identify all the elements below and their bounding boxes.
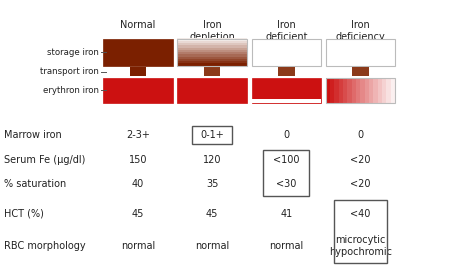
Bar	[178, 58, 247, 61]
Text: Iron
depletion: Iron depletion	[189, 20, 235, 42]
Text: <30: <30	[276, 180, 296, 190]
Bar	[178, 77, 247, 103]
Bar	[178, 52, 247, 54]
Text: storage iron: storage iron	[47, 48, 99, 57]
Text: 0: 0	[357, 130, 363, 140]
Bar	[103, 77, 173, 103]
Text: <40: <40	[350, 209, 370, 219]
Text: % saturation: % saturation	[4, 180, 66, 190]
Bar	[356, 77, 361, 103]
Text: 150: 150	[129, 156, 147, 166]
Bar	[178, 38, 247, 41]
Bar	[103, 39, 173, 66]
Text: <100: <100	[273, 156, 300, 166]
Text: HCT (%): HCT (%)	[4, 209, 44, 219]
Bar	[352, 77, 357, 103]
Bar	[326, 39, 395, 66]
Bar	[365, 77, 370, 103]
Bar	[204, 67, 220, 76]
Bar	[178, 56, 247, 59]
Bar	[334, 200, 387, 263]
Text: erythron iron: erythron iron	[43, 86, 99, 95]
Bar	[178, 54, 247, 57]
Text: microcytic
hypochromic: microcytic hypochromic	[329, 235, 392, 257]
Bar	[347, 77, 353, 103]
Bar	[373, 77, 379, 103]
Bar	[339, 77, 344, 103]
Text: Serum Fe (μg/dl): Serum Fe (μg/dl)	[4, 156, 85, 166]
Text: Iron
deficiency
anemia: Iron deficiency anemia	[336, 20, 385, 53]
Bar	[178, 43, 247, 45]
Text: transport iron: transport iron	[40, 67, 99, 76]
Text: 35: 35	[206, 180, 219, 190]
Bar	[192, 126, 232, 144]
Text: Marrow iron: Marrow iron	[4, 130, 62, 140]
Text: 0-1+: 0-1+	[200, 130, 224, 140]
Bar	[178, 47, 247, 50]
Bar	[378, 77, 383, 103]
Bar	[326, 77, 331, 103]
Bar	[263, 150, 309, 197]
Text: 41: 41	[280, 209, 292, 219]
Text: 2-3+: 2-3+	[126, 130, 150, 140]
Bar	[130, 67, 146, 76]
Bar	[334, 77, 340, 103]
Bar	[326, 77, 395, 103]
Text: normal: normal	[195, 241, 229, 251]
Bar	[252, 77, 321, 103]
Bar	[330, 77, 335, 103]
Text: 0: 0	[283, 130, 289, 140]
Bar	[178, 60, 247, 63]
Text: normal: normal	[121, 241, 155, 251]
Bar	[178, 39, 247, 66]
Text: 45: 45	[132, 209, 144, 219]
Text: Iron
deficient
erythropoiesis: Iron deficient erythropoiesis	[252, 20, 321, 53]
Text: 40: 40	[132, 180, 144, 190]
Bar	[369, 77, 374, 103]
Text: 120: 120	[203, 156, 221, 166]
Bar	[386, 77, 392, 103]
Bar	[391, 77, 396, 103]
Bar	[178, 45, 247, 48]
Text: normal: normal	[269, 241, 303, 251]
Bar	[252, 99, 321, 103]
Text: Normal: Normal	[120, 20, 156, 30]
Text: <20: <20	[350, 180, 370, 190]
Bar	[178, 63, 247, 66]
Bar	[343, 77, 348, 103]
Text: RBC morphology: RBC morphology	[4, 241, 85, 251]
Bar	[178, 40, 247, 43]
Bar	[360, 77, 366, 103]
Text: <20: <20	[350, 156, 370, 166]
Bar	[352, 67, 369, 76]
Bar	[252, 39, 321, 66]
Bar	[278, 67, 295, 76]
Bar	[382, 77, 387, 103]
Bar	[178, 49, 247, 52]
Text: 45: 45	[206, 209, 219, 219]
